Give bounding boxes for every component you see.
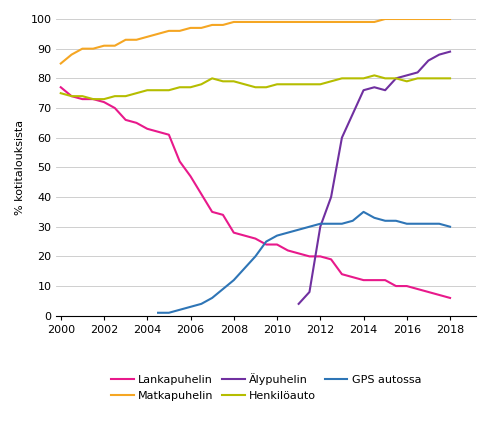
Y-axis label: % kotitalouksista: % kotitalouksista	[15, 120, 25, 215]
Legend: Lankapuhelin, Matkapuhelin, Älypuhelin, Henkilöauto, GPS autossa: Lankapuhelin, Matkapuhelin, Älypuhelin, …	[107, 369, 426, 405]
